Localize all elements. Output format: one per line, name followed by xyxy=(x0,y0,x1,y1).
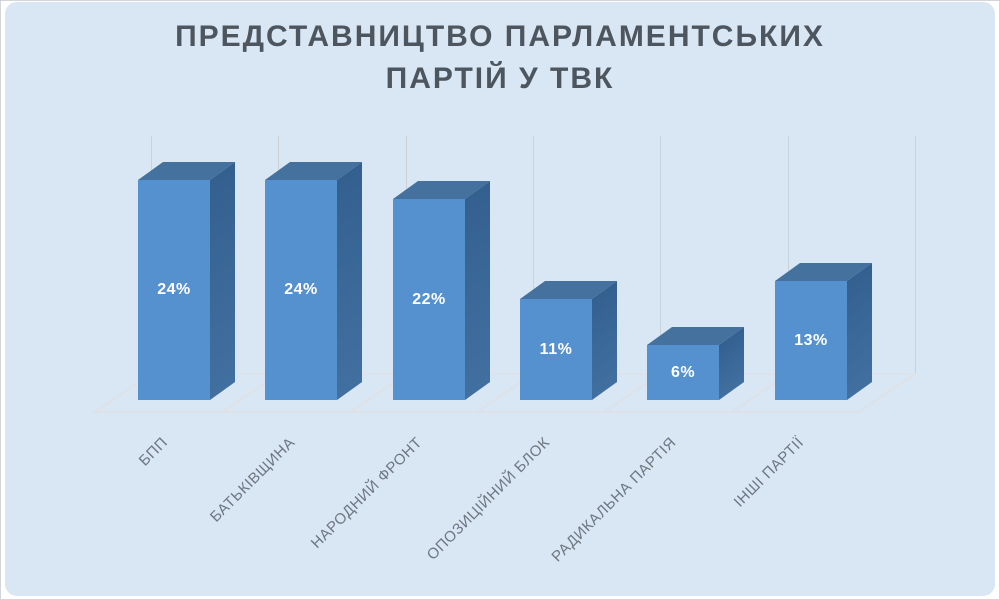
floor-front-edge xyxy=(93,411,861,413)
bar-side-face xyxy=(337,162,362,400)
category-label: НАРОДНИЙ ФРОНТ xyxy=(307,434,426,552)
bar-front-face: 13% xyxy=(775,281,847,400)
plot-area: 24% БПП 24% БАТЬКІВЩИНА 22% НАРОДНИЙ ФРОНТ 11%… xyxy=(5,2,995,596)
bar-side-face xyxy=(592,281,617,400)
chart-card: ПРЕДСТАВНИЦТВО ПАРЛАМЕНТСЬКИХ ПАРТІЙ У Т… xyxy=(5,2,995,596)
back-gridline xyxy=(787,136,789,374)
category-label: ОПОЗИЦІЙНИЙ БЛОК xyxy=(423,434,553,564)
chart-title-line2: ПАРТІЙ У ТВК xyxy=(385,62,615,95)
category-label: БПП xyxy=(135,434,172,470)
back-gridline xyxy=(660,136,662,374)
bar-value-label: 24% xyxy=(157,281,191,298)
back-gridline xyxy=(914,136,916,374)
bar-front-face: 6% xyxy=(647,345,719,400)
bar-front-face: 24% xyxy=(138,180,210,400)
bar-value-label: 13% xyxy=(794,331,828,349)
back-gridline xyxy=(532,136,534,374)
chart-title: ПРЕДСТАВНИЦТВО ПАРЛАМЕНТСЬКИХ ПАРТІЙ У Т… xyxy=(5,16,995,100)
category-label: БАТЬКІВЩИНА xyxy=(206,434,299,526)
bar-front-face: 22% xyxy=(393,199,465,400)
bar-side-face xyxy=(210,162,235,400)
bar-value-label: 22% xyxy=(412,290,446,308)
bar-value-label: 24% xyxy=(284,281,318,298)
bar-side-face xyxy=(465,181,490,400)
category-label: РАДИКАЛЬНА ПАРТІЯ xyxy=(548,434,681,566)
category-label: ІНШІ ПАРТІЇ xyxy=(730,434,808,511)
bar-value-label: 11% xyxy=(539,340,573,358)
chart-title-line1: ПРЕДСТАВНИЦТВО ПАРЛАМЕНТСЬКИХ xyxy=(175,20,825,53)
bar-front-face: 24% xyxy=(265,180,337,400)
bar-front-face: 11% xyxy=(520,299,592,400)
bar-value-label: 6% xyxy=(670,363,696,381)
bar-side-face xyxy=(847,263,872,400)
